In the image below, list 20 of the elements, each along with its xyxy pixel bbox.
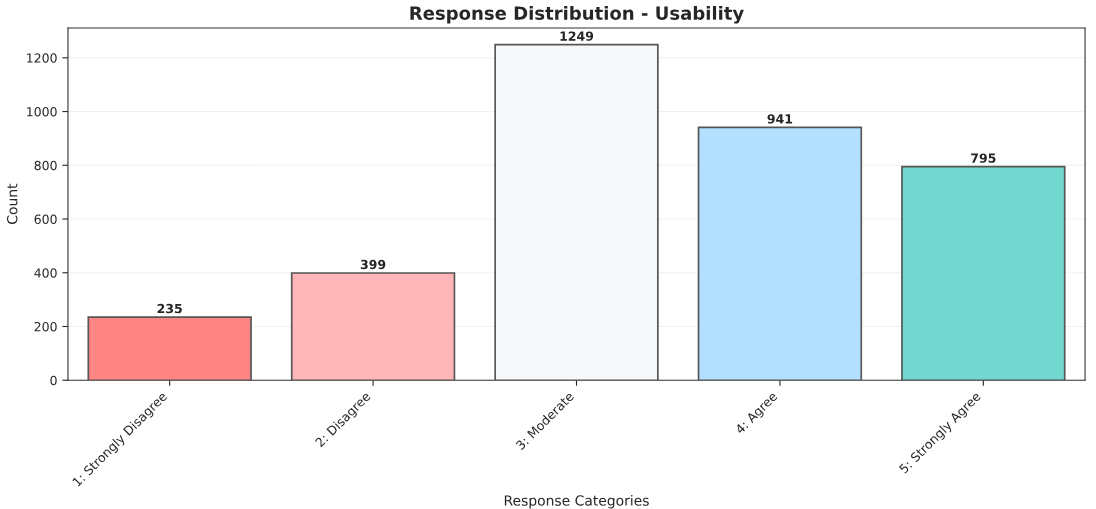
x-axis-title: Response Categories bbox=[504, 494, 649, 509]
y-tick-label: 1200 bbox=[27, 53, 57, 63]
bar bbox=[494, 43, 659, 381]
y-tick-label: 800 bbox=[34, 160, 57, 171]
chart-title: Response Distribution - Usability bbox=[410, 5, 744, 24]
bar bbox=[290, 272, 456, 381]
y-tick-label: 0 bbox=[50, 375, 57, 386]
y-axis-title: Count bbox=[6, 183, 18, 224]
y-tick-label: 1000 bbox=[27, 107, 57, 117]
y-tick-label: 200 bbox=[34, 321, 57, 332]
y-tick-label: 600 bbox=[34, 214, 57, 224]
bar bbox=[87, 316, 252, 381]
data-label: 1249 bbox=[560, 31, 594, 41]
data-label: 399 bbox=[360, 259, 386, 270]
data-label: 941 bbox=[767, 114, 793, 124]
y-tick-label: 400 bbox=[34, 268, 57, 278]
bar bbox=[901, 165, 1066, 381]
data-label: 235 bbox=[157, 303, 182, 314]
bar bbox=[697, 126, 863, 381]
data-label: 795 bbox=[971, 153, 996, 163]
